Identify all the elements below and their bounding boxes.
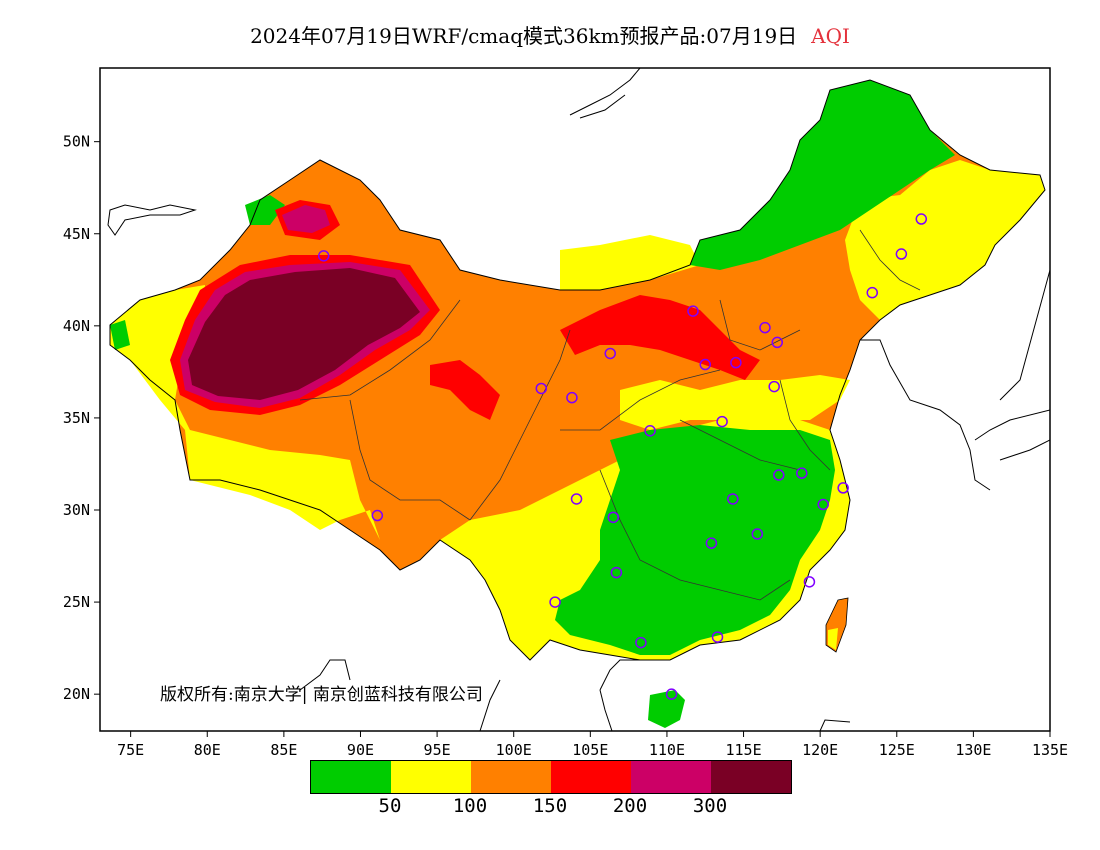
city-marker — [635, 636, 647, 649]
city-marker — [915, 213, 928, 225]
y-tick-label: 50N — [63, 133, 90, 151]
city-marker — [687, 305, 699, 317]
city-marker — [644, 425, 656, 437]
legend-swatch — [711, 761, 791, 793]
region-green-hainan — [648, 690, 685, 728]
city-markers — [317, 213, 928, 700]
legend-swatch — [631, 761, 711, 793]
city-marker — [604, 347, 616, 360]
region-yellow-northeast — [845, 160, 1045, 320]
title-main: 2024年07月19日WRF/cmaq模式36km预报产品:07月19日 — [250, 24, 798, 48]
neighbor-coastlines — [107, 68, 1050, 731]
y-tick-label: 35N — [63, 409, 90, 427]
x-axis: 75E 80E 85E 90E 95E 100E 105E 110E 115E 120E 125E 1… — [117, 731, 1068, 759]
y-tick-label: 20N — [63, 685, 90, 703]
city-marker — [837, 482, 849, 494]
aqi-field — [107, 68, 1050, 731]
city-marker — [566, 391, 578, 404]
legend-label: 200 — [612, 795, 648, 817]
color-legend — [310, 760, 792, 794]
city-marker — [716, 415, 728, 428]
city-marker — [730, 356, 742, 369]
region-red-qh — [430, 360, 500, 420]
city-marker — [549, 596, 561, 608]
legend-swatch — [391, 761, 471, 793]
y-tick-label: 40N — [63, 317, 90, 335]
x-tick-label: 115E — [725, 741, 761, 759]
legend-label: 100 — [452, 795, 488, 817]
region-yellow-north — [560, 235, 700, 290]
y-axis: 50N 45N 40N 35N 30N 25N 20N — [63, 133, 100, 703]
city-marker — [665, 688, 678, 700]
map-frame — [99, 67, 1051, 732]
copyright-text: 版权所有:南京大学| 南京创蓝科技有限公司 — [160, 685, 483, 705]
x-tick-label: 135E — [1032, 741, 1068, 759]
city-marker — [751, 528, 764, 540]
city-marker — [796, 467, 808, 479]
legend-label: 150 — [532, 795, 568, 817]
region-green-northeast — [690, 80, 955, 270]
y-tick-label: 30N — [63, 501, 90, 519]
legend-label: 50 — [378, 795, 402, 817]
city-marker — [317, 250, 330, 262]
legend-swatch — [311, 761, 391, 793]
city-marker — [570, 493, 583, 505]
x-tick-label: 90E — [347, 741, 374, 759]
x-tick-label: 100E — [496, 741, 532, 759]
city-marker — [705, 537, 718, 549]
city-marker — [817, 498, 829, 511]
x-tick-label: 120E — [802, 741, 838, 759]
city-marker — [866, 286, 879, 299]
legend-swatch — [551, 761, 631, 793]
city-marker — [771, 336, 784, 349]
city-marker — [803, 576, 816, 588]
legend-labels: 50 100 150 200 300 — [310, 795, 790, 819]
legend-swatch — [471, 761, 551, 793]
region-yellow-central — [620, 375, 850, 430]
city-marker — [895, 248, 908, 260]
city-marker — [610, 566, 623, 579]
region-green-south — [555, 425, 835, 655]
city-marker — [711, 631, 724, 643]
x-tick-label: 80E — [194, 741, 221, 759]
x-tick-label: 95E — [424, 741, 451, 759]
country-outline — [109, 79, 1046, 661]
city-marker — [759, 321, 771, 334]
x-tick-label: 130E — [955, 741, 991, 759]
x-tick-label: 75E — [117, 741, 144, 759]
map-title: 2024年07月19日WRF/cmaq模式36km预报产品:07月19日 AQI — [0, 20, 1100, 49]
y-tick-label: 25N — [63, 593, 90, 611]
region-maroon-xj — [188, 268, 420, 400]
city-marker — [727, 493, 739, 505]
region-red-north — [560, 295, 760, 380]
region-taiwan-south — [828, 628, 838, 650]
region-green-xj — [245, 195, 285, 225]
region-green-west — [110, 320, 130, 350]
legend-label: 300 — [692, 795, 728, 817]
city-marker — [371, 509, 384, 522]
x-tick-label: 105E — [572, 741, 608, 759]
city-marker — [773, 469, 785, 481]
region-magenta-xj-north — [282, 205, 330, 233]
city-marker — [535, 382, 548, 395]
x-tick-label: 125E — [879, 741, 915, 759]
title-variable: AQI — [811, 24, 850, 48]
province-borders — [299, 229, 921, 601]
y-tick-label: 45N — [63, 225, 90, 243]
city-marker — [768, 380, 780, 393]
city-marker — [607, 511, 620, 524]
x-tick-label: 110E — [649, 741, 685, 759]
x-tick-label: 85E — [270, 741, 297, 759]
city-marker — [699, 358, 711, 371]
